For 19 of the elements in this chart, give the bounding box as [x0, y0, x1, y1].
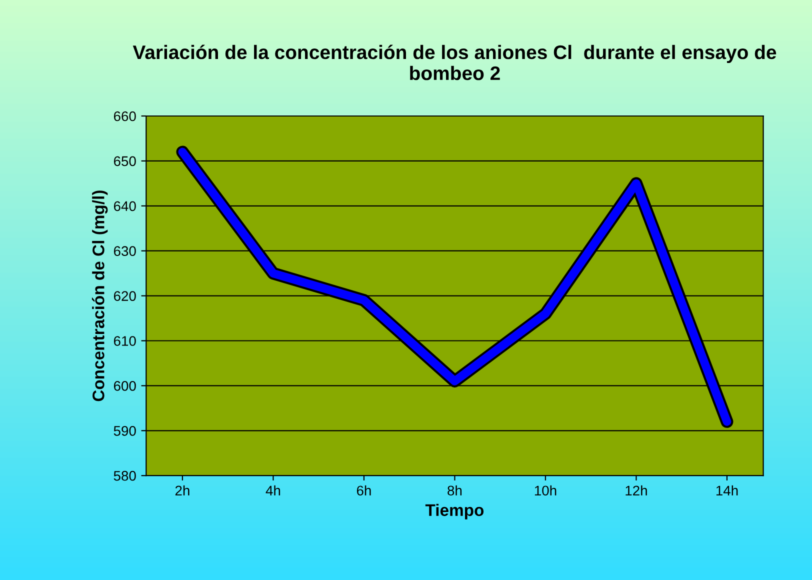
x-tick-label: 4h [266, 485, 280, 496]
y-tick-label: 650 [114, 156, 136, 166]
y-tick-label: 580 [114, 470, 136, 481]
y-axis-title: Concentración de Cl (mg/l) [92, 190, 108, 402]
x-tick-label: 2h [175, 485, 190, 496]
x-tick-label: 6h [356, 485, 371, 496]
x-tick-label: 12h [626, 485, 647, 496]
y-tick-label: 630 [114, 246, 136, 256]
x-axis-title: Tiempo [425, 504, 484, 520]
chart-title: Variación de la concentración de los aniones Cl durante el ensayo de bombeo 2 [132, 44, 776, 80]
y-tick-label: 610 [114, 336, 136, 346]
x-tick-label: 14h [716, 485, 738, 496]
y-tick-label: 640 [114, 201, 136, 212]
y-tick-label: 600 [114, 381, 136, 391]
y-tick-label: 620 [114, 291, 136, 301]
y-tick-label: 660 [114, 111, 136, 122]
x-tick-label: 10h [534, 485, 556, 496]
x-tick-label: 8h [448, 485, 462, 496]
y-tick-label: 590 [114, 426, 136, 436]
